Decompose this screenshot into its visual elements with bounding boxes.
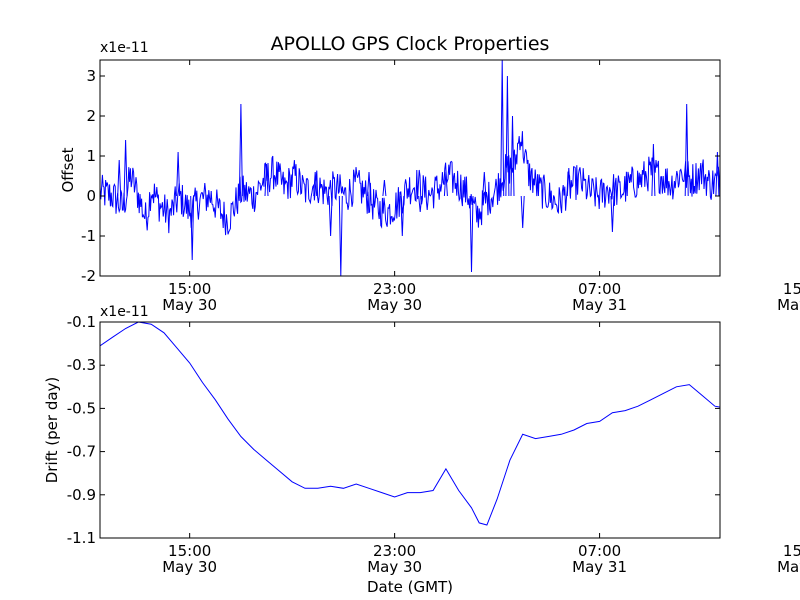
x-tick-date-label: May 30 xyxy=(162,296,217,314)
x-tick-date-label: May 31 xyxy=(777,296,800,314)
x-tick-time-label: 07:00 xyxy=(578,280,621,298)
y-tick-label: -0.1 xyxy=(67,313,96,331)
x-tick-time-label: 15:00 xyxy=(168,542,211,560)
y-tick-label: 1 xyxy=(86,147,96,165)
x-tick-date-label: May 30 xyxy=(367,296,422,314)
y-tick-label: 2 xyxy=(86,107,96,125)
y-tick-label: -0.7 xyxy=(67,443,96,461)
x-axis-label: Date (GMT) xyxy=(367,578,453,596)
x-tick-date-label: May 31 xyxy=(572,558,627,576)
offset-y-axis-label: Offset xyxy=(59,147,77,192)
drift-plot-frame xyxy=(99,321,721,539)
x-tick-time-label: 07:00 xyxy=(578,542,621,560)
x-tick-date-label: May 31 xyxy=(777,558,800,576)
y-tick-label: -1 xyxy=(81,227,96,245)
offset-plot-frame xyxy=(99,59,721,277)
series-line-0-0 xyxy=(100,131,720,236)
y-tick-label: -0.5 xyxy=(67,399,96,417)
drift-series xyxy=(100,322,720,526)
x-tick-date-label: May 30 xyxy=(367,558,422,576)
x-tick-time-label: 23:00 xyxy=(373,280,416,298)
x-tick-date-label: May 31 xyxy=(572,296,627,314)
y-tick-label: -0.3 xyxy=(67,356,96,374)
drift-scale-note: x1e-11 xyxy=(100,304,149,320)
y-tick-label: 0 xyxy=(86,187,96,205)
y-tick-label: -1.1 xyxy=(67,529,96,547)
y-tick-label: -0.9 xyxy=(67,486,96,504)
y-tick-label: -2 xyxy=(81,267,96,285)
x-tick-time-label: 15:00 xyxy=(783,542,800,560)
drift-y-axis-label: Drift (per day) xyxy=(43,377,61,484)
drift-panel: x1e-11 Drift (per day) -0.1 -0.3 -0.5 -0.7 -… xyxy=(43,304,800,596)
x-tick-time-label: 15:00 xyxy=(168,280,211,298)
figure-title: APOLLO GPS Clock Properties xyxy=(271,33,550,55)
x-tick-time-label: 15:00 xyxy=(783,280,800,298)
series-line-1-0 xyxy=(100,322,720,526)
offset-series xyxy=(100,60,720,276)
offset-scale-note: x1e-11 xyxy=(100,40,149,56)
x-tick-date-label: May 30 xyxy=(162,558,217,576)
y-tick-label: 3 xyxy=(86,67,96,85)
series-line-0-1 xyxy=(117,60,720,276)
x-tick-time-label: 23:00 xyxy=(373,542,416,560)
